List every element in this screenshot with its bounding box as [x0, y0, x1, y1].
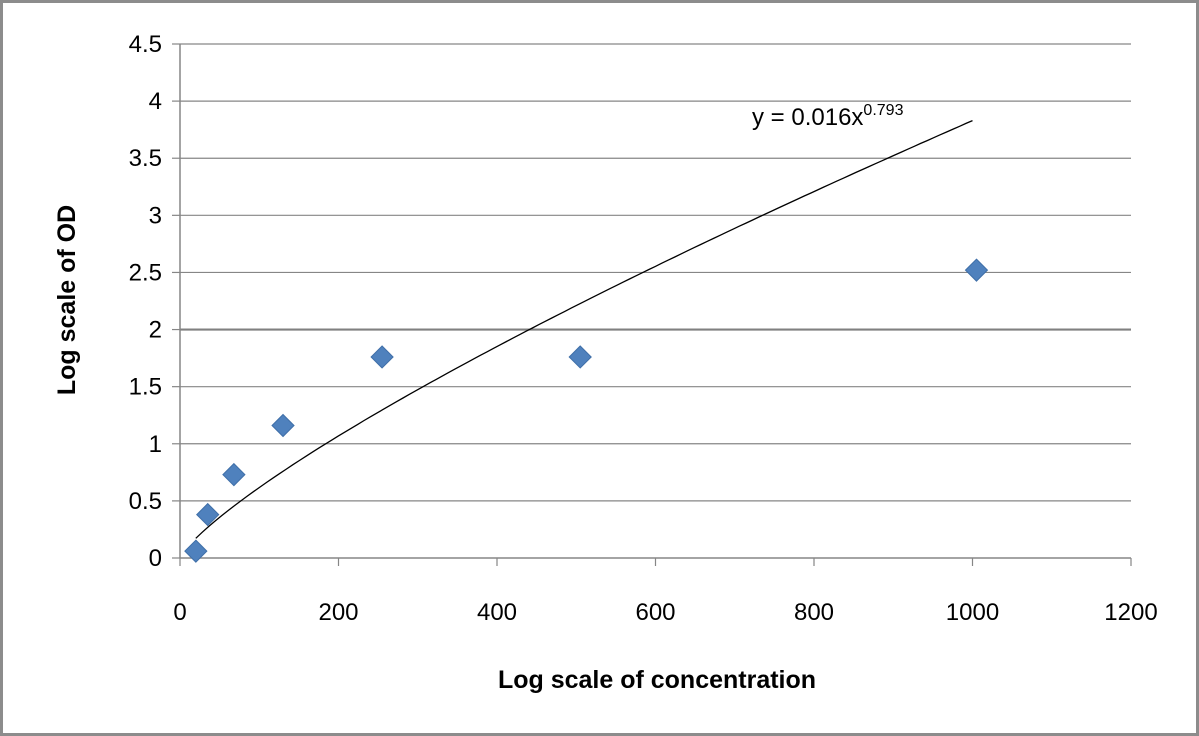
y-tick-label: 4.5 [129, 31, 162, 58]
data-point [964, 258, 989, 282]
y-tick-label: 0.5 [129, 488, 162, 515]
y-tick-labels: 0 0.5 1 1.5 2 2.5 3 3.5 4 4.5 [129, 31, 180, 572]
trendline-equation: y = 0.016x0.793 [752, 102, 904, 131]
y-tick-label: 1 [149, 431, 162, 458]
y-tick-label: 3 [149, 202, 162, 229]
x-tick-label: 800 [794, 599, 834, 626]
x-tick-label: 600 [635, 599, 675, 626]
gridlines [180, 43, 1131, 502]
y-tick-label: 3.5 [129, 145, 162, 172]
data-point [196, 502, 220, 527]
x-tick-labels: 0 200 400 600 800 1000 1200 [173, 558, 1158, 626]
x-axis-title: Log scale of concentration [498, 666, 816, 694]
x-tick-label: 200 [318, 599, 358, 626]
x-tick-label: 1200 [1104, 599, 1157, 626]
y-tick-label: 0 [149, 545, 162, 572]
trendline [195, 120, 973, 539]
data-points [184, 258, 989, 563]
y-tick-label: 1.5 [129, 374, 162, 401]
y-axis-title: Log scale of OD [53, 205, 81, 395]
data-point [184, 539, 208, 563]
data-point [271, 413, 295, 438]
data-point [222, 462, 246, 487]
x-tick-label: 400 [477, 599, 517, 626]
data-point [568, 345, 592, 369]
y-tick-label: 2.5 [129, 259, 162, 286]
y-tick-label: 4 [149, 88, 162, 115]
y-tick-label: 2 [149, 317, 162, 344]
x-tick-label: 0 [173, 599, 186, 626]
x-tick-label: 1000 [946, 599, 999, 626]
data-point [370, 345, 394, 369]
